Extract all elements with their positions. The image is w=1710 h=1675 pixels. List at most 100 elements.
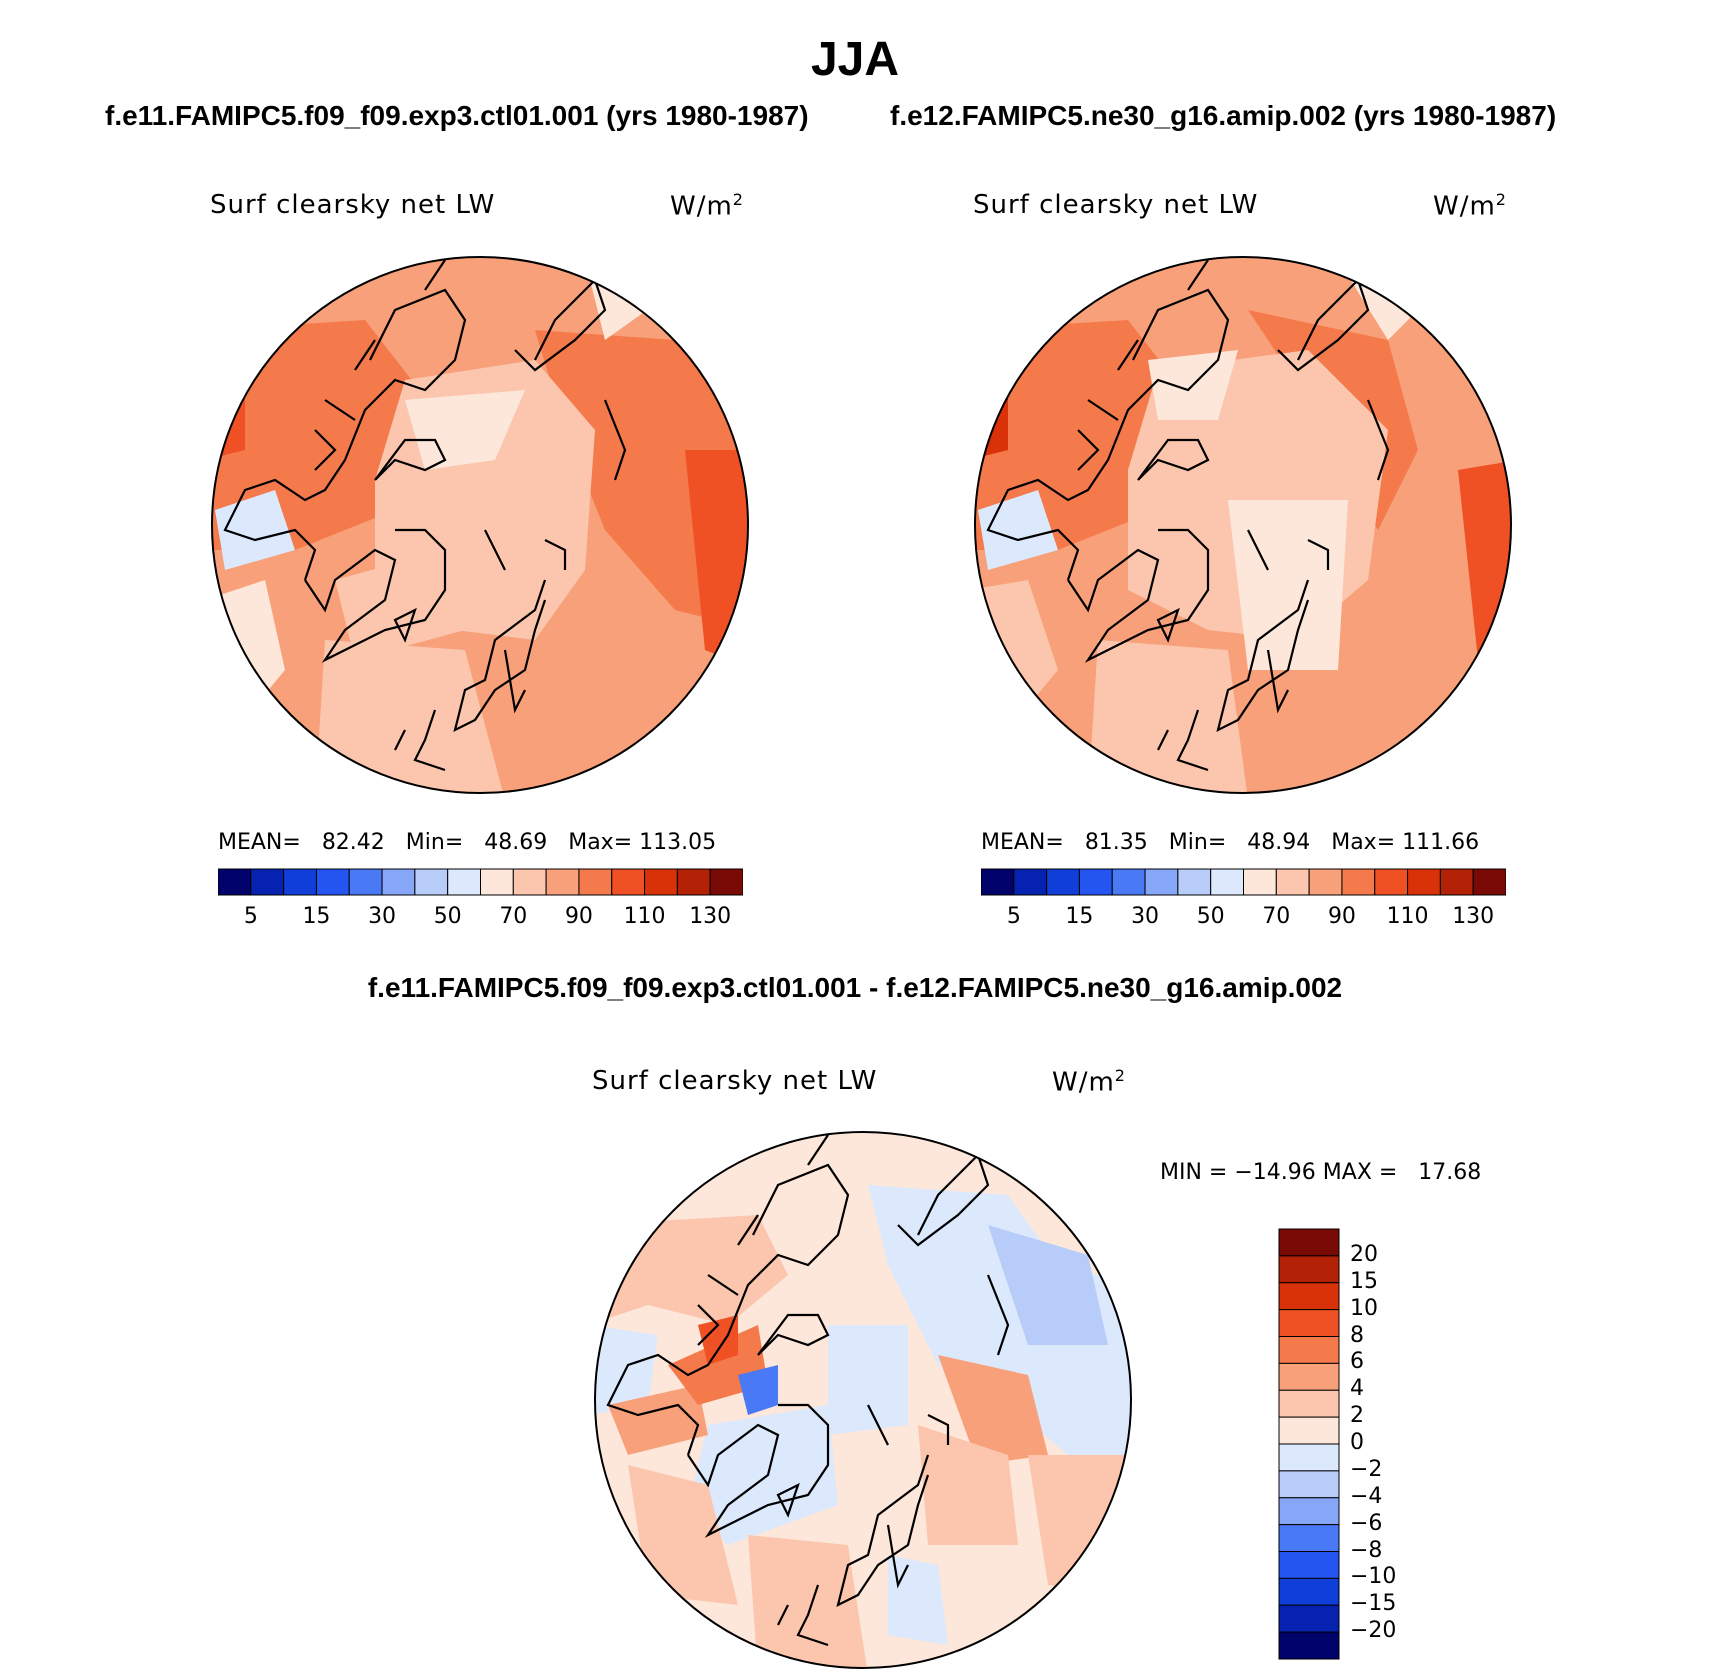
colorbar-swatch (1472, 868, 1506, 896)
right-variable-label: Surf clearsky net LW (973, 190, 1259, 220)
colorbar-swatch (447, 868, 482, 896)
diff-colorbar-swatch (1278, 1362, 1340, 1391)
diff-colorbar-swatch (1278, 1389, 1340, 1418)
main-title: JJA (810, 33, 900, 86)
colorbar-tick-label: 90 (1327, 904, 1356, 929)
colorbar-swatch (644, 868, 678, 896)
colorbar-swatch (1013, 868, 1048, 896)
colorbar-swatch (545, 868, 580, 896)
diff-colorbar-swatch (1278, 1416, 1340, 1445)
diff-colorbar-label: 4 (1350, 1376, 1364, 1402)
colorbar-tick-label: 70 (1262, 904, 1291, 929)
diff-variable-label: Surf clearsky net LW (592, 1066, 878, 1096)
colorbar-swatch (348, 868, 383, 896)
diff-colorbar-label: −4 (1350, 1483, 1383, 1509)
diff-colorbar (1278, 1228, 1340, 1660)
diff-colorbar-label: −20 (1350, 1618, 1397, 1644)
colorbar-tick-label: 130 (1452, 904, 1495, 929)
diff-colorbar-label: −10 (1350, 1564, 1397, 1590)
left-polar-map (211, 256, 749, 794)
colorbar-tick-label: 30 (368, 904, 397, 929)
colorbar-swatch (676, 868, 711, 896)
colorbar-tick-label: 50 (433, 904, 462, 929)
diff-colorbar-swatch (1278, 1631, 1340, 1660)
diff-colorbar-label: 15 (1350, 1268, 1378, 1294)
diff-polar-map (594, 1131, 1132, 1669)
colorbar-swatch (1275, 868, 1310, 896)
left-case-title: f.e11.FAMIPC5.f09_f09.exp3.ctl01.001 (yr… (105, 100, 809, 131)
colorbar-swatch (512, 868, 547, 896)
diff-case-title: f.e11.FAMIPC5.f09_f09.exp3.ctl01.001 - f… (367, 972, 1343, 1003)
colorbar-swatch (1111, 868, 1146, 896)
colorbar-swatch (1407, 868, 1441, 896)
diff-units-label: W/m2 (1052, 1066, 1126, 1098)
diff-colorbar-label: −8 (1350, 1537, 1383, 1563)
diff-colorbar-swatch (1278, 1497, 1340, 1526)
diff-colorbar-swatch (1278, 1577, 1340, 1606)
colorbar-tick-label: 15 (302, 904, 331, 929)
left-units-label: W/m2 (670, 190, 744, 222)
colorbar-tick-label: 5 (243, 904, 258, 929)
colorbar-tick-label: 130 (689, 904, 732, 929)
colorbar-swatch (1144, 868, 1179, 896)
colorbar-swatch (1078, 868, 1113, 896)
colorbar-swatch (381, 868, 416, 896)
colorbar-swatch (1243, 868, 1277, 896)
colorbar-tick-label: 70 (499, 904, 528, 929)
colorbar-swatch (981, 868, 1015, 896)
diff-colorbar-label: −2 (1350, 1456, 1383, 1482)
left-variable-label: Surf clearsky net LW (210, 190, 496, 220)
diff-colorbar-swatch (1278, 1604, 1340, 1633)
diff-colorbar-swatch (1278, 1309, 1340, 1338)
diff-colorbar-label: −6 (1350, 1510, 1383, 1536)
colorbar-tick-label: 110 (623, 904, 666, 929)
right-units-label: W/m2 (1433, 190, 1507, 222)
colorbar-swatch (1046, 868, 1080, 896)
diff-colorbar-label: 10 (1350, 1295, 1378, 1321)
right-colorbar-ticks: 5 15 30 50 70 90 110 130 (981, 904, 1506, 934)
colorbar-tick-label: 5 (1006, 904, 1021, 929)
colorbar-swatch (414, 868, 449, 896)
diff-colorbar-labels: 20 15 10 8 6 4 2 0 −2 −4 −6 −8 −10 −15 −20 (1350, 1228, 1470, 1660)
diff-colorbar-swatch (1278, 1551, 1340, 1579)
colorbar-swatch (218, 868, 252, 896)
diff-colorbar-swatch (1278, 1228, 1340, 1257)
colorbar-swatch (1308, 868, 1343, 896)
diff-colorbar-label: 6 (1350, 1349, 1364, 1375)
diff-colorbar-swatch (1278, 1336, 1340, 1364)
colorbar-tick-label: 30 (1131, 904, 1160, 929)
diff-colorbar-swatch (1278, 1282, 1340, 1311)
colorbar-swatch (283, 868, 317, 896)
left-stats: MEAN= 82.42 Min= 48.69 Max= 113.05 (218, 830, 717, 855)
diff-colorbar-label: 0 (1350, 1430, 1364, 1455)
diff-colorbar-swatch (1278, 1470, 1340, 1499)
right-polar-map (974, 256, 1512, 794)
right-stats: MEAN= 81.35 Min= 48.94 Max= 111.66 (981, 830, 1480, 855)
colorbar-tick-label: 50 (1196, 904, 1225, 929)
colorbar-swatch (1374, 868, 1409, 896)
colorbar-swatch (315, 868, 350, 896)
colorbar-tick-label: 110 (1386, 904, 1429, 929)
colorbar-swatch (250, 868, 285, 896)
colorbar-swatch (578, 868, 613, 896)
diff-colorbar-swatch (1278, 1524, 1340, 1553)
colorbar-swatch (611, 868, 646, 896)
colorbar-swatch (1341, 868, 1376, 896)
colorbar-swatch (480, 868, 514, 896)
colorbar-swatch (1439, 868, 1474, 896)
colorbar-swatch (1177, 868, 1212, 896)
right-case-title: f.e12.FAMIPC5.ne30_g16.amip.002 (yrs 198… (890, 100, 1557, 131)
diff-colorbar-label: 2 (1350, 1403, 1364, 1429)
colorbar-swatch (1210, 868, 1245, 896)
diff-colorbar-label: 8 (1350, 1322, 1364, 1348)
diff-colorbar-label: −15 (1350, 1591, 1397, 1617)
right-colorbar (981, 868, 1506, 896)
diff-colorbar-swatch (1278, 1443, 1340, 1472)
colorbar-tick-label: 90 (564, 904, 593, 929)
colorbar-tick-label: 15 (1065, 904, 1094, 929)
diff-stats: MIN = −14.96 MAX = 17.68 (1160, 1160, 1482, 1185)
left-colorbar (218, 868, 743, 896)
diff-colorbar-swatch (1278, 1255, 1340, 1284)
diff-colorbar-label: 20 (1350, 1241, 1378, 1267)
left-colorbar-ticks: 5 15 30 50 70 90 110 130 (218, 904, 743, 934)
